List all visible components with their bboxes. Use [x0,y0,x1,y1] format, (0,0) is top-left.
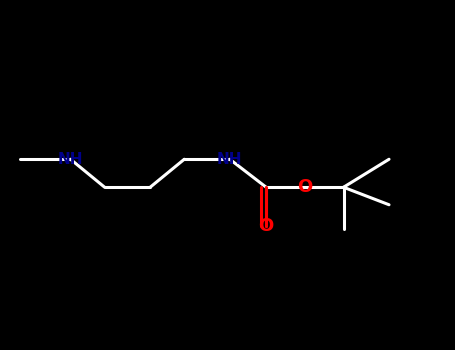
Text: NH: NH [58,152,83,167]
Text: NH: NH [217,152,243,167]
Text: O: O [297,178,313,196]
Text: O: O [258,217,274,235]
